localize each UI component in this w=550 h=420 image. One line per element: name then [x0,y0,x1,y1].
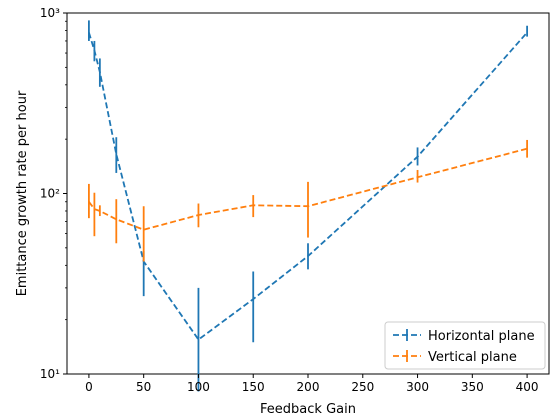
series-vertical [88,139,528,262]
x-tick-label: 200 [297,380,320,394]
series-line [88,31,528,341]
y-tick-label: 10³ [40,6,60,20]
x-tick-label: 350 [461,380,484,394]
y-axis-label: Emittance growth rate per hour [15,90,30,296]
x-axis-label: Feedback Gain [260,402,356,417]
x-tick-label: 150 [242,380,265,394]
legend: Horizontal plane Vertical plane [384,321,546,370]
x-tick-label: 250 [351,380,374,394]
legend-label: Vertical plane [428,350,517,365]
y-tick-label: 10² [40,187,60,201]
y-axis: 10¹ 10² 10³ [40,6,67,381]
x-tick-label: 50 [136,380,151,394]
legend-item: Horizontal plane [393,329,535,344]
x-tick-label: 300 [406,380,429,394]
y-tick-label: 10¹ [40,367,60,381]
legend-item: Vertical plane [393,350,517,365]
x-tick-label: 0 [85,380,93,394]
legend-label: Horizontal plane [428,329,535,344]
x-tick-label: 400 [516,380,539,394]
x-axis: 0 50 100 150 200 250 300 350 400 [85,374,539,394]
series-line [88,147,528,231]
legend-box [384,321,546,370]
x-tick-label: 100 [187,380,210,394]
